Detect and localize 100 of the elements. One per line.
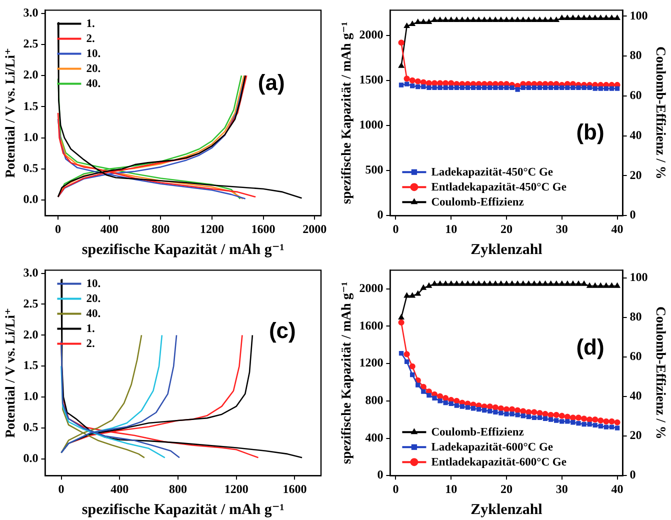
point [548,280,554,286]
point [548,17,554,22]
point [614,282,620,288]
legend-label: 10. [86,48,101,60]
point [414,78,421,84]
point [531,409,538,416]
legend-label: 2. [86,33,95,46]
point [598,86,603,91]
point [515,87,520,92]
x-tick-label: 1200 [200,222,224,236]
x-tick-label: 400 [110,482,129,496]
y-axis-title: spezifische Kapazität / mAh g⁻¹ [338,282,354,464]
point [487,17,493,22]
point [532,415,537,420]
point [526,85,531,90]
point [508,406,516,412]
point [509,280,515,286]
point [570,280,576,286]
y-tick-label: 0 [377,468,384,482]
point [476,406,482,412]
point [520,17,526,22]
point [608,282,614,288]
point [454,85,460,90]
legend-label: 20. [86,293,101,306]
point [415,290,421,296]
point [492,280,498,286]
y-axis-title: spezifische Kapazität / mAh g⁻¹ [338,22,354,204]
point [520,85,526,90]
point [592,282,598,288]
point [398,350,404,356]
y2-tick-label: 20 [630,168,642,182]
y-tick-label: 1.0 [23,389,38,404]
x-tick-label: 10 [445,222,458,236]
annotation: (b) [576,120,604,145]
point [436,393,444,400]
x-tick-label: 40 [611,222,624,236]
y2-tick-label: 100 [630,8,648,22]
point [470,406,476,411]
legend-label: Entladekapazität-600°C Ge [431,456,566,469]
y-tick-label: 2000 [359,280,384,295]
legend-label: 40. [86,78,101,90]
point [542,410,548,418]
x-tick-label: 2000 [302,222,327,236]
y-tick-label: 0.0 [23,192,38,206]
point [554,280,560,286]
point [603,418,610,424]
x-axis-title: Zyklenzahl [470,502,542,518]
point [454,280,460,286]
y2-tick-label: 40 [630,128,642,142]
legend-label: Ladekapazität-450°C Ge [431,166,554,179]
point [603,282,609,288]
point [526,280,532,286]
legend-label: Coulomb-Effizienz [431,426,524,439]
point [470,17,476,22]
y-tick-label: 2.0 [23,327,38,342]
point [498,280,504,286]
point [465,280,470,286]
point [514,280,520,286]
point [592,422,598,428]
y-tick-label: 1000 [359,118,384,132]
point [460,404,465,409]
point [559,280,565,286]
point [404,82,410,86]
point [575,414,582,421]
y-tick-label: 1500 [359,72,384,87]
point [609,86,614,91]
point [548,85,554,90]
point [542,17,548,22]
point [559,15,565,20]
point [404,359,410,364]
point [576,420,581,426]
point [564,15,570,20]
point [614,419,620,426]
point [542,280,548,286]
point [576,280,582,286]
point [542,416,548,421]
point [604,424,609,430]
point [504,412,509,416]
point [586,15,592,20]
legend-label: 10. [86,278,101,290]
y-tick-label: 0 [377,208,384,222]
x-tick-label: 0 [55,222,62,236]
point [592,86,598,91]
y-tick-label: 2.5 [23,296,38,310]
point [398,40,404,46]
y-tick-label: 1200 [359,356,384,370]
point [520,414,526,418]
y-tick-label: 0.5 [23,161,38,176]
point [570,420,576,425]
y-tick-label: 500 [365,162,384,177]
point [487,280,493,286]
x-tick-label: 20 [500,482,512,496]
point [420,384,426,390]
point [608,15,614,20]
point [448,85,454,90]
point [398,62,404,68]
point [426,85,432,90]
point [459,17,465,22]
point [438,398,442,404]
point [459,280,465,286]
